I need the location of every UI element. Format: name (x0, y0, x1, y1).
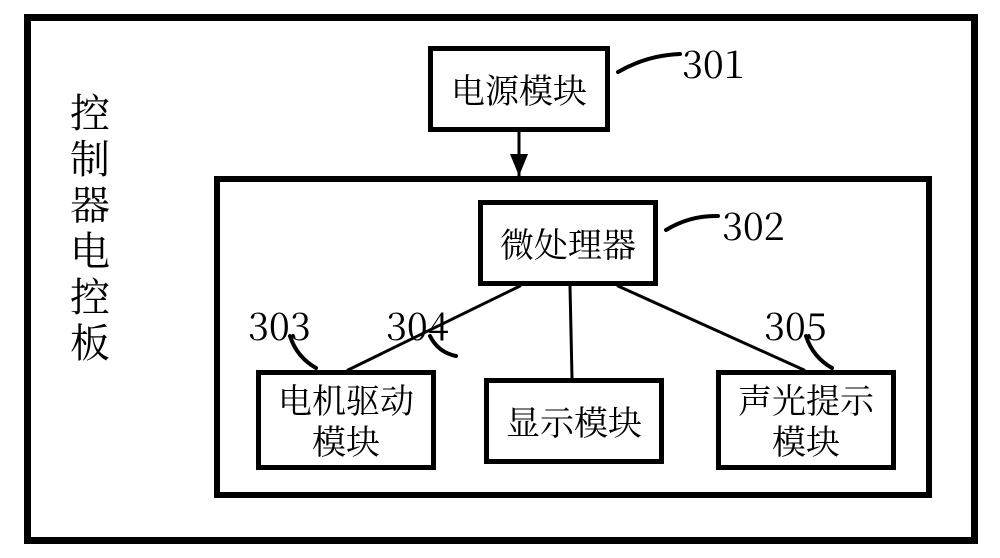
ref-label-l303: 303 (248, 296, 311, 351)
node-n303: 电机驱动 模块 (256, 370, 436, 470)
node-n301: 电源模块 (428, 46, 610, 132)
node-n305: 声光提示 模块 (716, 370, 896, 470)
title-char: 板 (70, 318, 110, 364)
ref-label-l302: 302 (722, 196, 785, 251)
node-n302: 微处理器 (478, 200, 658, 286)
ref-label-l305: 305 (764, 296, 827, 351)
node-n304: 显示模块 (484, 378, 664, 464)
diagram-title: 控制器电控板 (70, 88, 110, 364)
ref-label-l304: 304 (386, 296, 449, 351)
ref-label-l301: 301 (682, 34, 745, 89)
